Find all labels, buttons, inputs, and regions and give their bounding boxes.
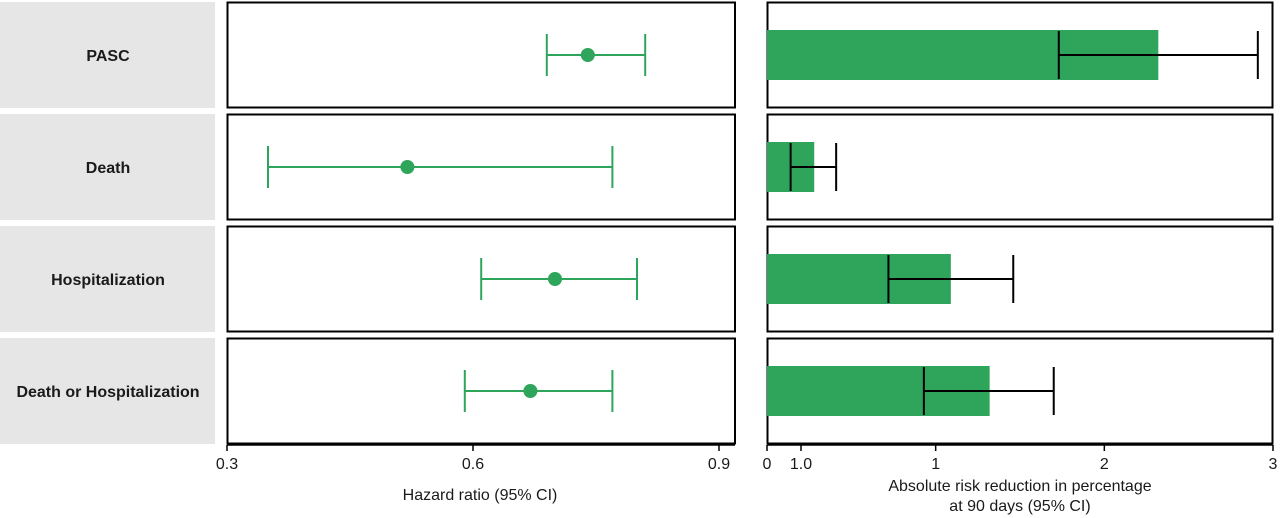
hr-panel-pasc [226, 1, 736, 109]
risk-reduction-axis-title-line-1: Absolute risk reduction in percentage [888, 478, 1151, 495]
hr-tick-label-1: 0.6 [462, 456, 484, 473]
arr-panel-death [766, 113, 1274, 221]
hr-tick-label-0: 0.3 [216, 456, 238, 473]
row-strip-pasc [0, 2, 215, 108]
row-label-death: Death [86, 160, 130, 177]
hr-tick-label-3: 1.0 [790, 456, 812, 473]
row-label-death-or-hospitalization: Death or Hospitalization [16, 384, 199, 401]
hazard-ratio-x-axis: 0.3 0.6 0.9 1.0 [216, 444, 812, 473]
risk-reduction-panels [766, 1, 1274, 445]
row-label-hospitalization: Hospitalization [51, 272, 165, 289]
hazard-ratio-panels [226, 1, 802, 445]
arr-tick-label-0: 0 [763, 456, 772, 473]
hr-tick-label-2: 0.9 [708, 456, 730, 473]
hazard-ratio-axis-title: Hazard ratio (95% CI) [403, 487, 558, 504]
row-strip-death-or-hospitalization [0, 338, 215, 444]
hr-point-death-or-hospitalization [523, 384, 538, 398]
hr-point-death [400, 160, 415, 174]
risk-reduction-axis-title-line-2: at 90 days (95% CI) [949, 498, 1090, 515]
row-strip-death [0, 114, 215, 220]
risk-reduction-x-axis: 0 1 2 3 [763, 444, 1278, 473]
arr-tick-label-2: 2 [1100, 456, 1109, 473]
row-strip-hospitalization [0, 226, 215, 332]
arr-tick-label-3: 3 [1269, 456, 1278, 473]
hr-point-hospitalization [548, 272, 562, 286]
hr-point-pasc [580, 48, 595, 62]
arr-tick-label-1: 1 [931, 456, 940, 473]
row-label-strips: PASC Death Hospitalization Death or Hospita… [0, 2, 215, 444]
row-label-pasc: PASC [86, 48, 130, 65]
